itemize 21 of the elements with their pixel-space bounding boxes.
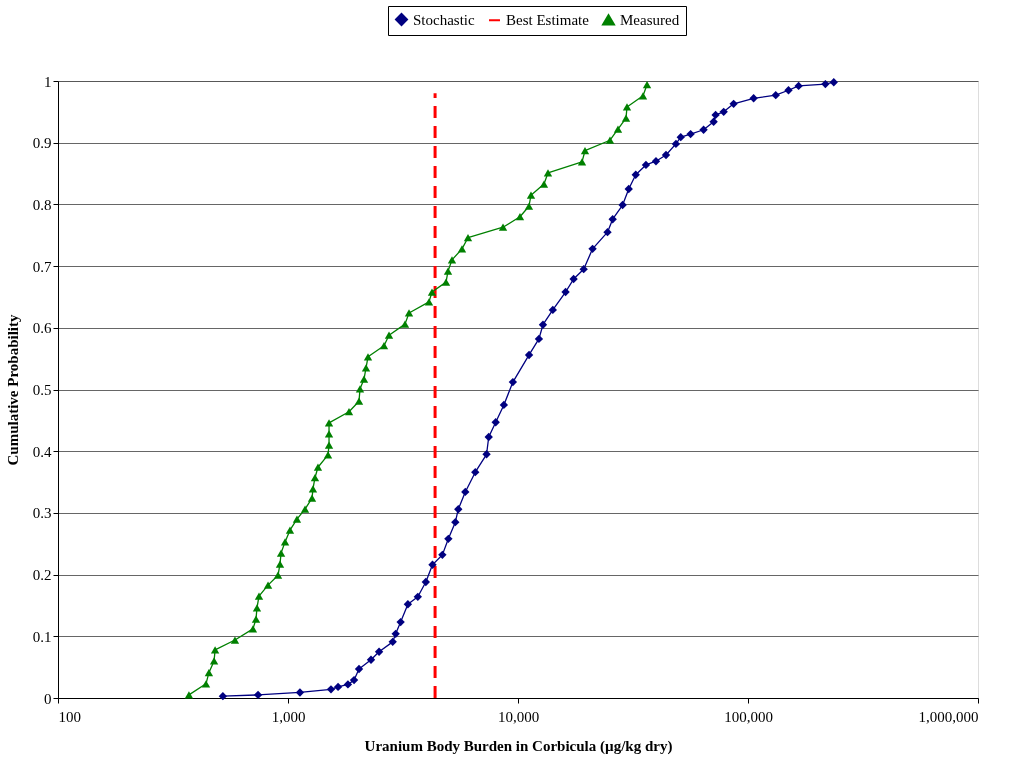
x-tick-label: 10,000	[497, 708, 540, 725]
y-tick-label: 0.7	[32, 258, 52, 275]
legend-label: Stochastic	[413, 11, 475, 28]
x-tick-label: 100,000	[724, 708, 773, 725]
legend-label: Best Estimate	[506, 12, 590, 29]
x-tick-label: 1,000,000	[918, 708, 979, 725]
x-axis-title: Uranium Body Burden in Corbicula (µg/kg dry)	[364, 737, 673, 755]
y-tick-label: 0.4	[32, 443, 52, 460]
y-tick-label: 0.3	[32, 505, 52, 522]
legend-label: Measured	[620, 11, 680, 28]
x-tick-label: 1,000	[271, 708, 306, 725]
y-tick-label: 0.2	[32, 567, 52, 584]
y-tick-label: 0.8	[32, 196, 52, 213]
y-tick-label: 0	[44, 690, 52, 707]
y-axis-title: Cumulative Probability	[4, 314, 21, 466]
x-tick-label: 100	[58, 708, 81, 725]
y-tick-label: 0.6	[32, 320, 52, 337]
y-tick-label: 0.1	[32, 628, 52, 645]
y-tick-label: 0.9	[32, 135, 52, 152]
y-tick-label: 0.5	[32, 382, 52, 398]
y-tick-label: 1	[44, 73, 52, 90]
